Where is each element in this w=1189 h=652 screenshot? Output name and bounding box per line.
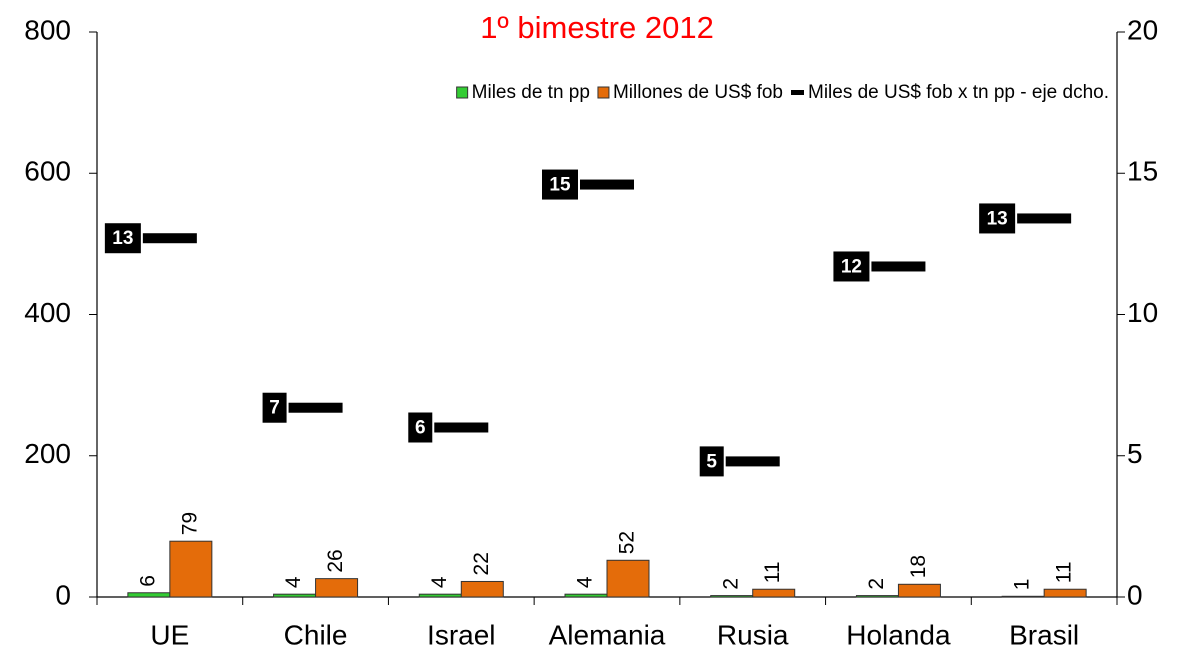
x-tick-label: Alemania [549,619,666,650]
bar [564,593,608,598]
dash-marker [725,456,780,467]
legend-label: Miles de tn pp [472,82,590,103]
dash-marker [434,422,489,433]
dash-marker [1017,213,1072,224]
y2-tick-label: 5 [1127,438,1143,469]
bar [606,559,650,598]
data-label: 15 [549,175,571,196]
bar [460,580,504,598]
data-label: 4 [428,576,451,588]
data-label: 2 [865,578,888,590]
x-tick-label: Israel [427,619,495,650]
data-label: 13 [987,208,1008,229]
data-label: 26 [324,549,347,572]
x-tick-label: Chile [284,619,348,650]
legend-label: Millones de US$ fob [613,82,783,103]
data-label: 4 [282,576,305,588]
data-label-box [979,203,1016,234]
bar [315,578,359,598]
bar [127,592,171,598]
x-tick-label: Rusia [717,619,789,650]
dash-marker [580,179,634,190]
bar [418,593,462,598]
legend-swatch [791,90,804,95]
data-label: 7 [269,398,280,419]
y-tick-label: 600 [24,156,71,187]
bar [855,595,899,598]
data-label: 18 [907,555,930,578]
bar [710,595,754,598]
x-tick-label: UE [150,619,189,650]
chart-title: 1º bimestre 2012 [480,10,714,45]
bar [1001,595,1045,598]
legend-swatch [597,86,610,99]
y-tick-label: 400 [24,297,71,328]
x-tick-label: Brasil [1009,619,1079,650]
data-label-box [104,223,141,254]
data-label: 11 [1053,561,1076,583]
data-label: 79 [178,512,201,535]
bar [897,583,941,598]
data-label-box [833,251,870,282]
y-tick-label: 200 [24,438,71,469]
data-label: 6 [415,418,426,439]
y2-tick-label: 0 [1127,579,1143,610]
y2-tick-label: 20 [1127,14,1158,45]
dash-marker [871,261,926,272]
bar [752,588,796,598]
dash-marker [142,233,197,244]
x-tick-label: Holanda [846,619,951,650]
data-label: 13 [112,228,133,249]
legend-swatch [456,86,469,99]
bar [273,593,317,598]
data-label: 4 [574,576,597,588]
data-label: 2 [719,578,742,590]
y-tick-label: 0 [55,579,71,610]
data-label-box [262,392,287,423]
y2-tick-label: 15 [1127,156,1158,187]
data-label: 5 [706,451,717,472]
data-label: 1 [1011,579,1034,591]
data-label: 12 [841,256,862,277]
legend-label: Miles de US$ fob x tn pp - eje dcho. [808,82,1109,103]
legend: Miles de tn pp Millones de US$ fob Miles d… [456,82,1109,103]
data-label-box [542,169,578,200]
data-label: 22 [470,552,493,575]
bar [169,540,213,598]
data-label: 11 [761,561,784,583]
y2-tick-label: 10 [1127,297,1158,328]
bar [1043,588,1087,598]
data-label: 6 [136,575,159,587]
data-label: 52 [616,531,639,554]
data-label-box [408,412,433,443]
y-tick-label: 800 [24,14,71,45]
data-label-box [699,446,724,477]
dash-marker [288,402,343,413]
